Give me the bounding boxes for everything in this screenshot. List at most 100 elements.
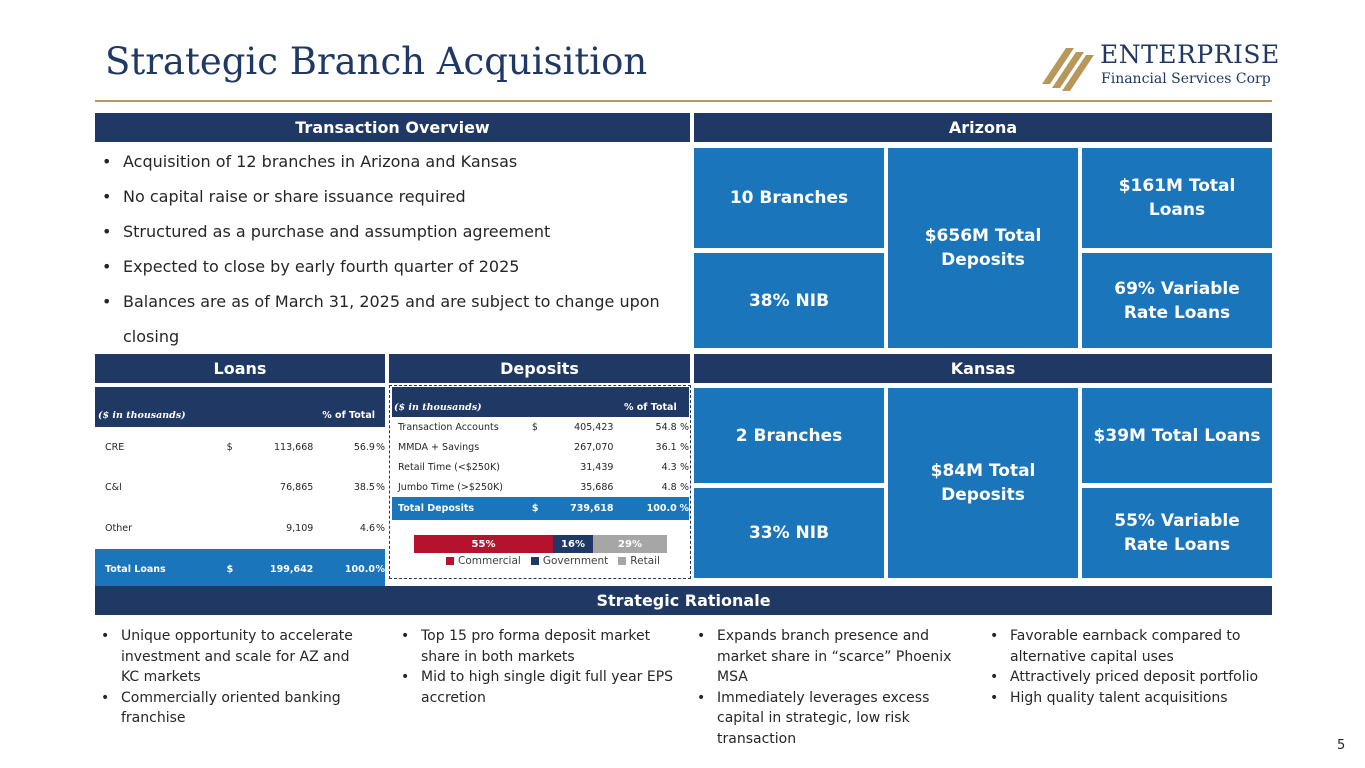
loans-row-label: Other — [105, 523, 132, 534]
deposits-row-pct-sign: % — [679, 441, 689, 453]
loans-row-amount: 9,109 — [286, 523, 314, 534]
deposits-row-label: MMDA + Savings — [398, 441, 480, 453]
arizona-deposits-tile: $656M Total Deposits — [888, 148, 1078, 348]
deposits-row-pct-sign: % — [679, 481, 689, 493]
strategic-rationale-header: Strategic Rationale — [95, 586, 1272, 615]
table-row: MMDA + Savings 267,070 36.1 % — [392, 437, 689, 457]
deposits-row-dollar — [532, 437, 550, 457]
deposits-row-dollar — [532, 477, 550, 497]
deposit-mix-segment-commercial: 55% — [414, 535, 553, 553]
rationale-bullet: Mid to high single digit full year EPS a… — [399, 667, 674, 708]
deposits-row-pct-sign: % — [679, 461, 689, 473]
enterprise-logo: ENTERPRISE Financial Services Corp — [1040, 40, 1279, 92]
rationale-bullet: High quality talent acquisitions — [988, 688, 1268, 709]
loans-row-pct-sign: % — [375, 523, 385, 534]
deposits-total-pct-sign: % — [676, 497, 689, 520]
table-row: C&I 76,865 38.5 % — [95, 467, 385, 508]
overview-bullet: Expected to close by early fourth quarte… — [95, 249, 680, 284]
transaction-overview-list: Acquisition of 12 branches in Arizona an… — [95, 144, 680, 354]
legend-item-commercial: Commercial — [446, 555, 521, 567]
deposits-row-amount: 31,439 — [580, 461, 614, 473]
rationale-column: Favorable earnback compared to alternati… — [988, 626, 1268, 708]
deposits-row-label: Retail Time (<$250K) — [398, 461, 500, 473]
loans-row-label: C&I — [105, 482, 122, 493]
table-row: Retail Time (<$250K) 31,439 4.3 % — [392, 457, 689, 477]
deposits-row-amount: 35,686 — [580, 481, 614, 493]
rationale-column: Expands branch presence and market share… — [695, 626, 957, 749]
loans-total-row: Total Loans $ 199,642 100.0 % — [95, 549, 385, 589]
loans-pct-header: % of Total — [313, 387, 375, 427]
deposits-table: ($ in thousands) % of Total Transaction … — [392, 387, 689, 520]
loans-total-amount: 199,642 — [244, 549, 314, 589]
loans-row-dollar — [227, 467, 245, 508]
deposits-total-amount: 739,618 — [550, 497, 614, 520]
loans-row-dollar: $ — [226, 441, 233, 453]
kansas-header: Kansas — [694, 354, 1272, 383]
deposits-row-pct: 36.1 — [655, 441, 677, 453]
arizona-branches-tile: 10 Branches — [694, 148, 884, 248]
table-row: Jumbo Time (>$250K) 35,686 4.8 % — [392, 477, 689, 497]
loans-table: ($ in thousands) % of Total CRE $ 113,66… — [95, 387, 385, 589]
rationale-bullet: Unique opportunity to accelerate investm… — [99, 626, 369, 688]
loans-header: Loans — [95, 354, 385, 383]
loans-row-amount: 113,668 — [274, 441, 314, 453]
rationale-column: Unique opportunity to accelerate investm… — [99, 626, 369, 729]
deposit-mix-legend: Commercial Government Retail — [446, 555, 660, 567]
legend-label: Retail — [630, 555, 660, 567]
deposits-row-dollar — [532, 457, 550, 477]
deposits-header: Deposits — [389, 354, 690, 383]
deposits-total-pct: 100.0 — [613, 497, 677, 520]
legend-swatch — [618, 557, 627, 565]
kansas-loans-tile: $39M Total Loans — [1082, 388, 1272, 483]
transaction-overview-header: Transaction Overview — [95, 113, 690, 142]
legend-swatch — [446, 557, 454, 565]
deposits-total-label: Total Deposits — [392, 497, 532, 520]
legend-item-government: Government — [530, 555, 608, 567]
rationale-bullet: Favorable earnback compared to alternati… — [988, 626, 1268, 667]
legend-swatch — [530, 557, 539, 565]
arizona-loans-tile: $161M Total Loans — [1082, 148, 1272, 248]
title-divider — [95, 100, 1272, 102]
loans-table-header-row: ($ in thousands) % of Total — [95, 387, 385, 427]
loans-row-pct: 38.5 — [353, 482, 375, 493]
deposits-total-dollar: $ — [531, 497, 551, 520]
table-row: Other 9,109 4.6 % — [95, 508, 385, 549]
arizona-variable-rate-tile: 69% Variable Rate Loans — [1082, 253, 1272, 348]
arizona-header: Arizona — [694, 113, 1272, 142]
kansas-nib-tile: 33% NIB — [694, 488, 884, 578]
arizona-nib-tile: 38% NIB — [694, 253, 884, 348]
loans-row-label: CRE — [105, 441, 125, 453]
page-title: Strategic Branch Acquisition — [105, 40, 648, 83]
deposits-total-row: Total Deposits $ 739,618 100.0 % — [392, 497, 689, 520]
deposits-panel — [389, 385, 691, 579]
deposits-row-pct: 4.3 — [661, 461, 677, 473]
rationale-bullet: Top 15 pro forma deposit market share in… — [399, 626, 674, 667]
loans-row-amount: 76,865 — [280, 482, 314, 493]
legend-label: Commercial — [458, 555, 521, 567]
rationale-bullet: Attractively priced deposit portfolio — [988, 667, 1268, 688]
overview-bullet: Acquisition of 12 branches in Arizona an… — [95, 144, 680, 179]
rationale-bullet: Commercially oriented banking franchise — [99, 688, 369, 729]
deposits-row-pct: 54.8 — [655, 421, 677, 433]
rationale-bullet: Immediately leverages excess capital in … — [695, 688, 957, 750]
overview-bullet: No capital raise or share issuance requi… — [95, 179, 680, 214]
deposit-mix-bar: 55% 16% 29% — [414, 535, 667, 553]
legend-item-retail: Retail — [618, 555, 660, 567]
loans-total-pct-sign: % — [374, 549, 385, 589]
deposits-row-dollar: $ — [531, 421, 538, 433]
loans-units-label: ($ in thousands) — [95, 387, 227, 427]
deposit-mix-segment-government: 16% — [553, 535, 593, 553]
deposits-row-amount: 267,070 — [574, 441, 614, 453]
deposits-row-label: Jumbo Time (>$250K) — [398, 481, 503, 493]
enterprise-logo-mark-icon — [1042, 48, 1094, 91]
deposits-units-label: ($ in thousands) — [392, 387, 532, 417]
deposits-table-header-row: ($ in thousands) % of Total — [392, 387, 689, 417]
kansas-branches-tile: 2 Branches — [694, 388, 884, 483]
logo-wordmark: ENTERPRISE — [1100, 40, 1280, 69]
table-row: Transaction Accounts $ 405,423 54.8 % — [392, 417, 689, 437]
loans-row-pct: 4.6 — [359, 523, 375, 534]
kansas-variable-rate-tile: 55% Variable Rate Loans — [1082, 488, 1272, 578]
loans-total-label: Total Loans — [95, 549, 227, 589]
rationale-bullet: Expands branch presence and market share… — [695, 626, 957, 688]
table-row: CRE $ 113,668 56.9 % — [95, 427, 385, 467]
